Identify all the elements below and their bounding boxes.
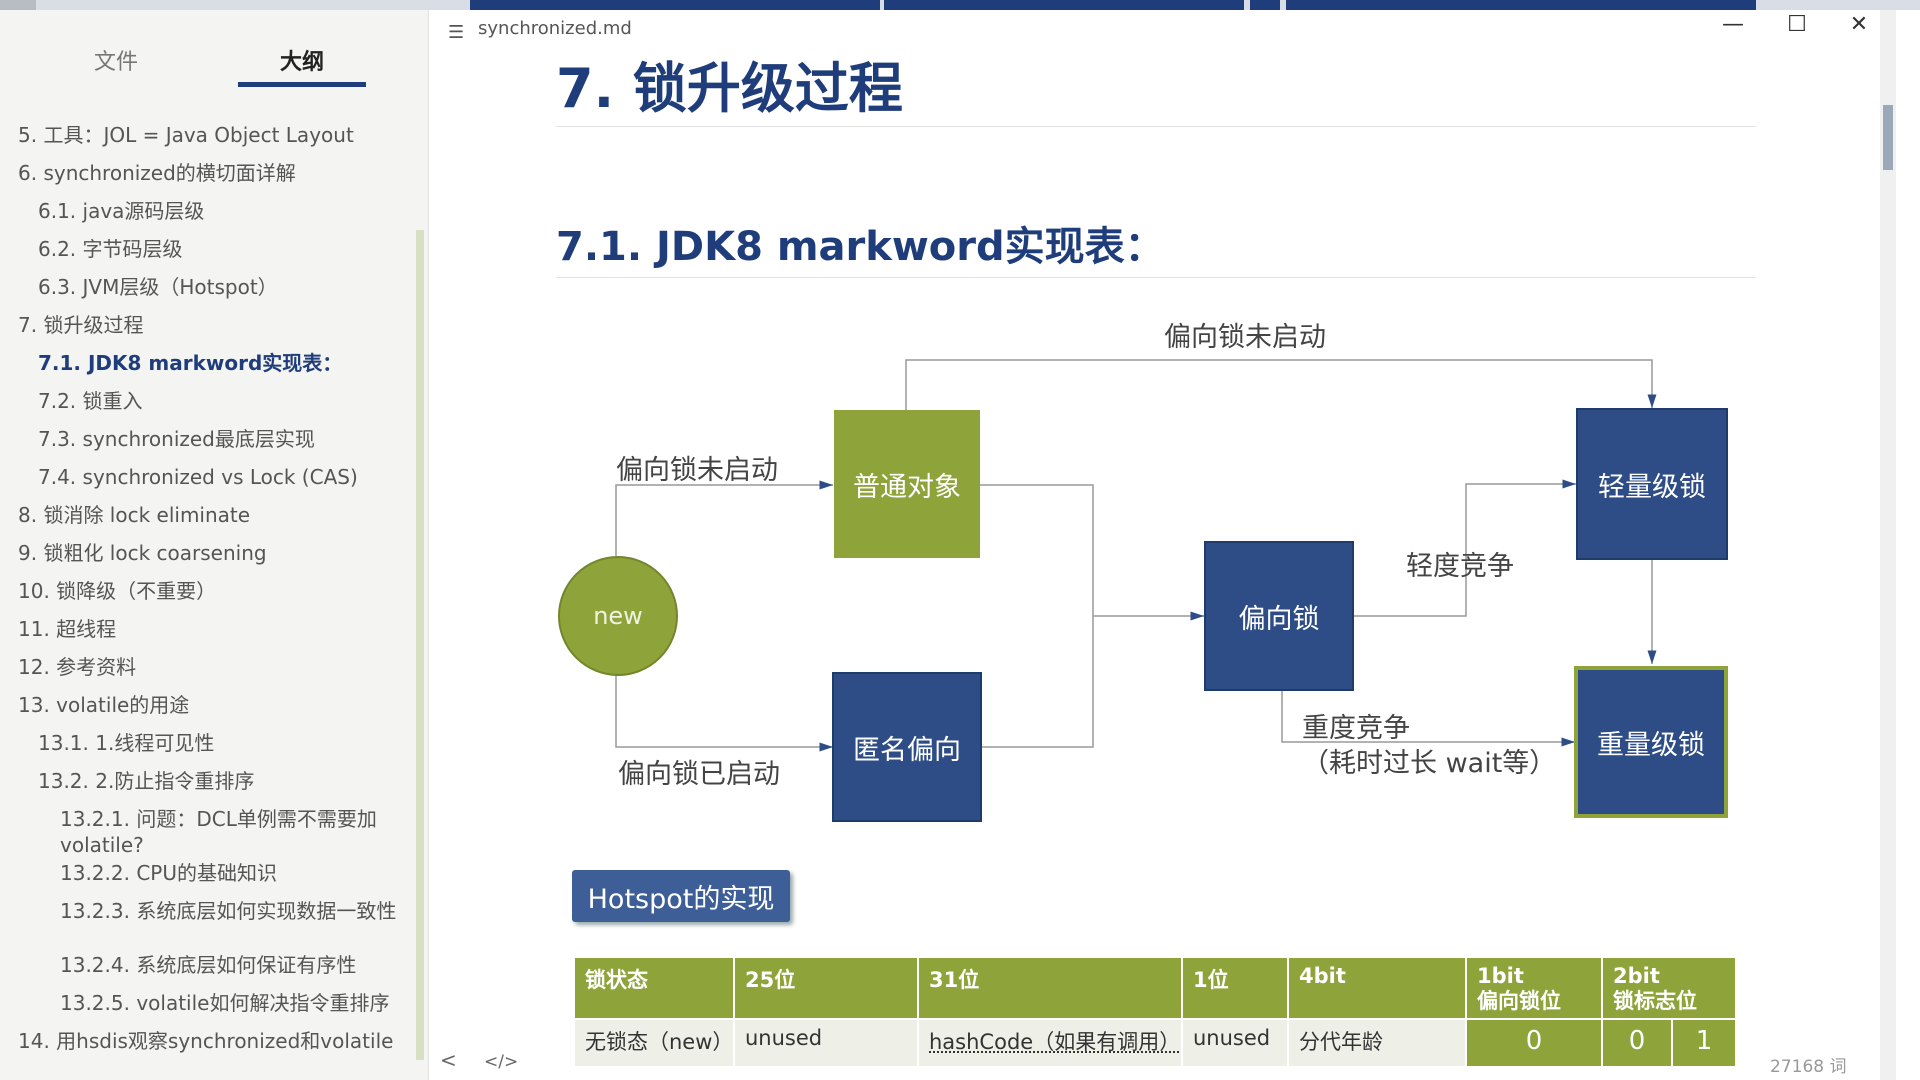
node-lightweight-lock: 轻量级锁 [1576, 408, 1728, 560]
label-heavy-contention-note: （耗时过长 wait等） [1302, 748, 1557, 779]
table-header: 31位 [919, 958, 1183, 1018]
outline-item[interactable]: 13.2.2. CPU的基础知识 [60, 861, 277, 885]
maximize-icon[interactable]: ☐ [1787, 12, 1807, 37]
heading-divider [556, 277, 1756, 278]
active-tab-indicator [238, 82, 366, 87]
label-light-contention: 轻度竞争 [1406, 551, 1514, 582]
label-biased-off: 偏向锁未启动 [616, 455, 778, 486]
outline-item[interactable]: 12. 参考资料 [18, 655, 137, 679]
table-cell: 分代年龄 [1289, 1020, 1467, 1066]
heading-2: 7.1. JDK8 markword实现表： [556, 224, 1165, 270]
table-cell: 无锁态（new） [575, 1020, 735, 1066]
table-cell: hashCode（如果有调用） [919, 1020, 1183, 1066]
minimize-icon[interactable]: — [1722, 12, 1744, 37]
top-strip [0, 0, 1920, 10]
node-anonymous-biased: 匿名偏向 [832, 672, 982, 822]
outline-item[interactable]: 7. 锁升级过程 [18, 313, 144, 337]
outline-item[interactable]: 9. 锁粗化 lock coarsening [18, 541, 267, 565]
word-count: 27168 词 [1770, 1057, 1847, 1077]
outline-item[interactable]: 7.2. 锁重入 [38, 389, 143, 413]
label-heavy-contention: 重度竞争 [1302, 713, 1410, 744]
outline-item[interactable]: 7.3. synchronized最底层实现 [38, 427, 315, 451]
table-header: 25位 [735, 958, 919, 1018]
label-biased-off-top: 偏向锁未启动 [1164, 322, 1326, 353]
tab-files[interactable]: 文件 [94, 50, 139, 75]
taskbar-segment [884, 0, 1244, 10]
table-header: 锁状态 [575, 958, 735, 1018]
table-cell: unused [1183, 1020, 1289, 1066]
menu-icon[interactable]: ☰ [448, 22, 465, 43]
taskbar-segment [470, 0, 880, 10]
outline-item[interactable]: 6.2. 字节码层级 [38, 237, 183, 261]
outline-item[interactable]: 7.1. JDK8 markword实现表： [38, 351, 343, 375]
table-cell: 0 [1467, 1020, 1603, 1066]
outline-item[interactable]: 5. 工具：JOL = Java Object Layout [18, 123, 354, 147]
tab-outline[interactable]: 大纲 [280, 50, 325, 75]
table-cell: 0 [1603, 1020, 1673, 1066]
table-cell: unused [735, 1020, 919, 1066]
node-new: new [558, 556, 678, 676]
node-biased-lock: 偏向锁 [1204, 541, 1354, 691]
outline-item[interactable]: 13.2.4. 系统底层如何保证有序性 [60, 953, 357, 977]
sidebar-scrollbar[interactable] [416, 230, 424, 1060]
outline-item[interactable]: 7.4. synchronized vs Lock (CAS) [38, 465, 358, 489]
table-header: 4bit [1289, 958, 1467, 1018]
outline-item[interactable]: 13.1. 1.线程可见性 [38, 731, 215, 755]
node-heavyweight-lock: 重量级锁 [1574, 666, 1728, 818]
hotspot-implementation-label: Hotspot的实现 [572, 870, 790, 922]
editor-scrollbar-track[interactable] [1880, 10, 1896, 1080]
node-normal-object: 普通对象 [834, 410, 980, 558]
sidebar: 文件 大纲 5. 工具：JOL = Java Object Layout 6. s… [0, 10, 429, 1080]
outline-item[interactable]: 6.3. JVM层级（Hotspot） [38, 275, 278, 299]
outline-item[interactable]: 13. volatile的用途 [18, 693, 190, 717]
label-biased-on: 偏向锁已启动 [618, 759, 780, 790]
window-corner [0, 0, 36, 10]
heading-divider [556, 126, 1756, 127]
editor-scrollbar-thumb[interactable] [1883, 105, 1893, 170]
outline-item[interactable]: 13.2.1. 问题：DCL单例需不需要加volatile? [60, 807, 377, 857]
outline-item[interactable]: 8. 锁消除 lock eliminate [18, 503, 251, 527]
table-header: 1bit 偏向锁位 [1467, 958, 1603, 1018]
outline-item[interactable]: 14. 用hsdis观察synchronized和volatile [18, 1029, 394, 1053]
outline-item[interactable]: 11. 超线程 [18, 617, 117, 641]
outline-item[interactable]: 13.2.5. volatile如何解决指令重排序 [60, 991, 390, 1015]
table-header: 2bit 锁标志位 [1603, 958, 1737, 1018]
heading-1: 7. 锁升级过程 [556, 57, 903, 120]
source-code-icon[interactable]: </> [484, 1052, 519, 1072]
toggle-sidebar-icon[interactable]: < [440, 1048, 457, 1072]
close-icon[interactable]: ✕ [1849, 12, 1869, 37]
taskbar-segment [1286, 0, 1756, 10]
outline-item[interactable]: 6. synchronized的横切面详解 [18, 161, 296, 185]
outline-item[interactable]: 6.1. java源码层级 [38, 199, 205, 223]
outline-item[interactable]: 13.2. 2.防止指令重排序 [38, 769, 255, 793]
window-title: synchronized.md [478, 18, 632, 39]
outline-item[interactable]: 10. 锁降级（不重要） [18, 579, 217, 603]
taskbar-segment [1250, 0, 1280, 10]
table-cell: 1 [1673, 1020, 1737, 1066]
table-header: 1位 [1183, 958, 1289, 1018]
outline-item[interactable]: 13.2.3. 系统底层如何实现数据一致性 [60, 899, 397, 923]
